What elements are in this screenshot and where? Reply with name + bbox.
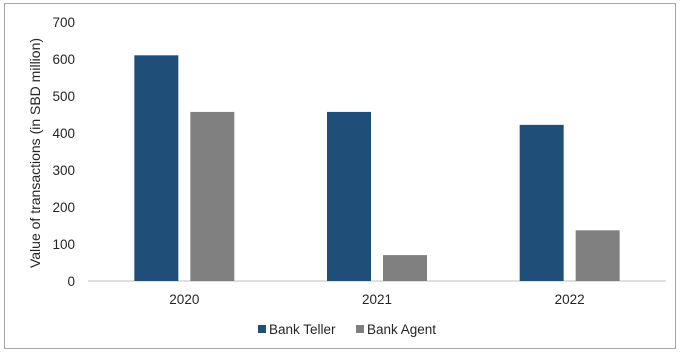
legend-swatch	[356, 325, 364, 333]
y-tick-label: 500	[52, 89, 75, 104]
y-tick-label: 600	[52, 52, 75, 67]
y-tick-label: 200	[52, 200, 75, 215]
bar-bank-agent-2020	[190, 111, 235, 281]
legend-label: Bank Agent	[367, 322, 436, 337]
y-tick-label: 0	[67, 274, 75, 289]
legend-swatch	[258, 325, 266, 333]
bar-bank-teller-2021	[327, 111, 371, 281]
bar-bank-teller-2020	[134, 55, 179, 281]
y-axis-ticks: 0 100 200 300 400 500 600 700	[52, 15, 75, 289]
bar-bank-teller-2022	[519, 124, 564, 281]
x-tick-label: 2021	[362, 292, 392, 307]
legend: Bank Teller Bank Agent	[258, 322, 436, 337]
legend-label: Bank Teller	[269, 322, 336, 337]
x-tick-label: 2022	[555, 292, 585, 307]
y-tick-label: 700	[52, 15, 75, 30]
bar-bank-agent-2022	[575, 230, 620, 281]
bar-bank-agent-2021	[383, 255, 427, 281]
y-tick-label: 100	[52, 237, 75, 252]
y-tick-label: 400	[52, 126, 75, 141]
x-axis-ticks: 2020 2021 2022	[169, 292, 584, 307]
y-axis-label: Value of transactions (in SBD million)	[27, 38, 43, 268]
bars	[134, 55, 620, 281]
y-tick-label: 300	[52, 163, 75, 178]
x-tick-label: 2020	[169, 292, 199, 307]
